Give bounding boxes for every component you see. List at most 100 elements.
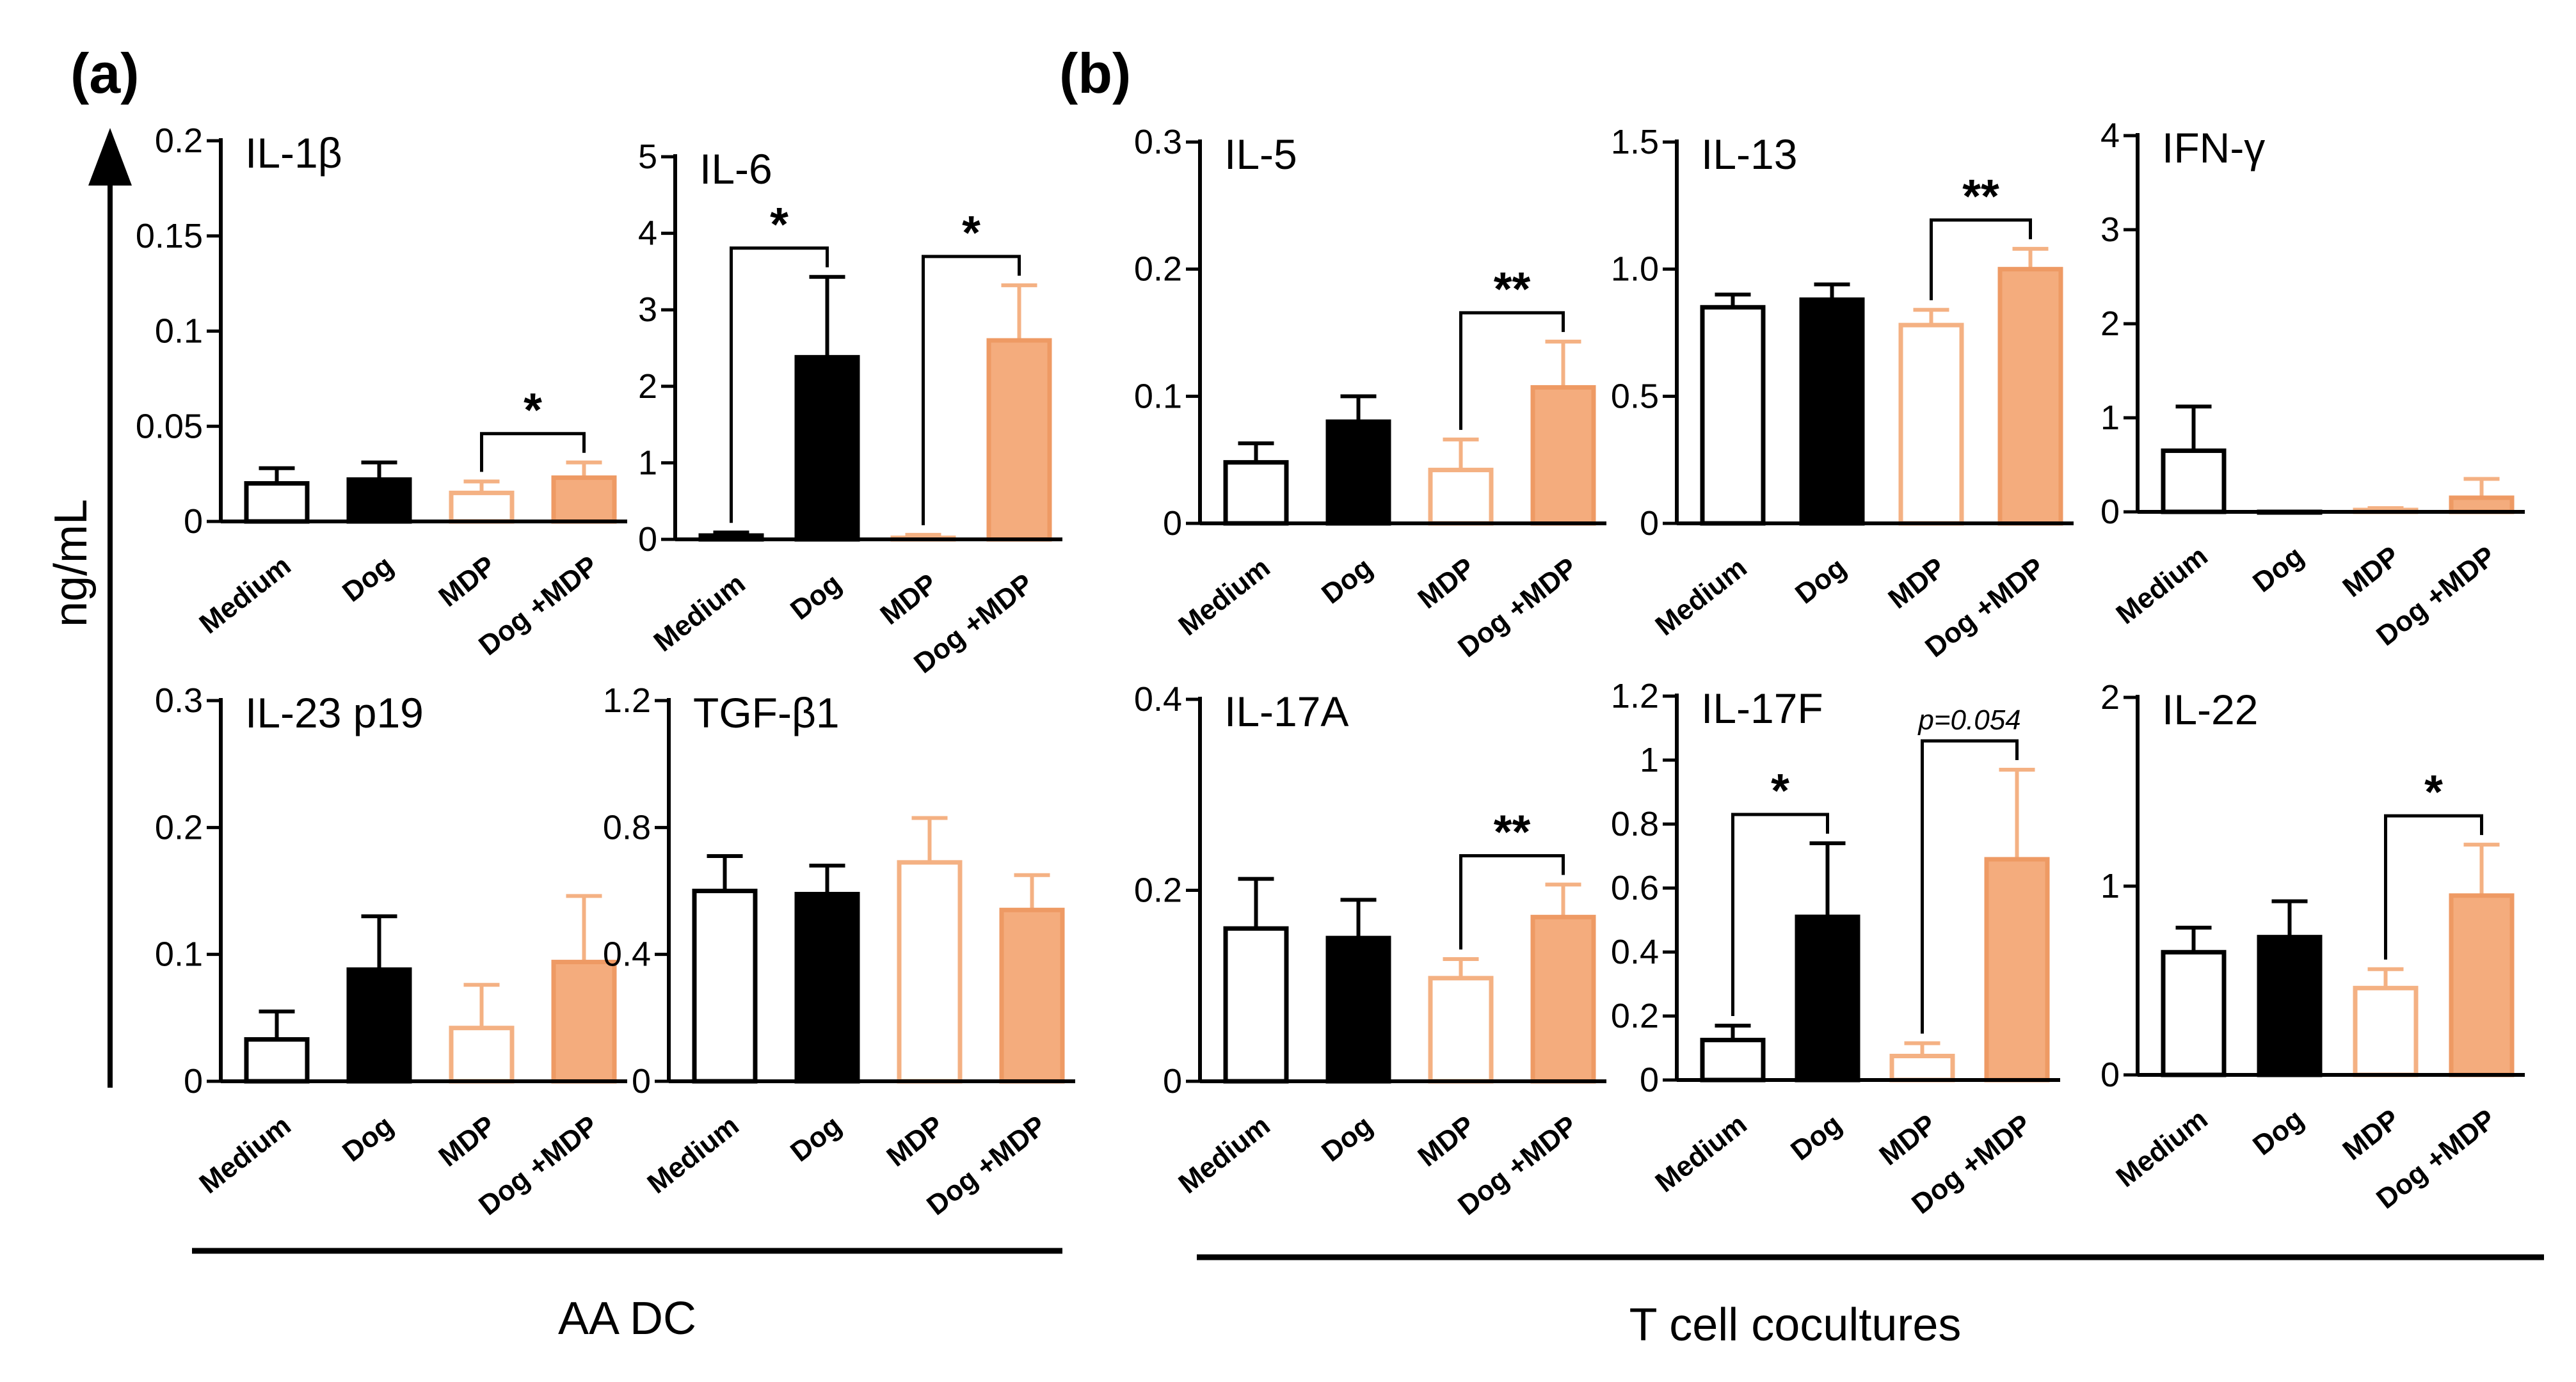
bar-medium (244, 481, 310, 524)
significance-bracket (1930, 218, 2032, 301)
y-tick-label: 4 (638, 214, 657, 253)
bar-mdp (1898, 322, 1964, 526)
y-tick-label: 4 (2100, 116, 2120, 155)
category-label: MDP (874, 568, 943, 631)
y-tick-label: 0.6 (1611, 869, 1659, 907)
bar-dog (1325, 935, 1391, 1084)
significance-bracket (730, 246, 829, 523)
y-tick-label: 1 (1640, 741, 1659, 779)
y-tick-label: 1.2 (1611, 677, 1659, 715)
bar-medium (1700, 1038, 1766, 1083)
chart-title: IL-6 (700, 145, 772, 193)
category-label: Medium (641, 1109, 744, 1200)
group-a-label: AA DC (558, 1293, 696, 1344)
category-label: Medium (1649, 1108, 1752, 1198)
bar-medium (692, 889, 758, 1084)
chart-title: TGF-β1 (693, 689, 840, 736)
y-tick-label: 0 (184, 1062, 203, 1100)
category-label: MDP (1882, 552, 1951, 615)
category-label: Medium (193, 550, 296, 640)
bar-dog (1799, 297, 1865, 526)
bar-mdp (897, 860, 963, 1084)
significance-label: ** (1494, 262, 1531, 315)
significance-bracket (480, 432, 586, 472)
significance-bracket (2384, 814, 2483, 960)
y-tick-label: 0 (1163, 504, 1182, 543)
y-tick-label: 1 (638, 443, 657, 482)
bar-medium (2161, 448, 2227, 514)
y-tick-label: 0.2 (1134, 250, 1182, 289)
y-tick-label: 0 (632, 1062, 651, 1100)
chart-title: IL-23 p19 (245, 689, 424, 736)
bar-mdp (449, 490, 515, 524)
bar-mdp (1428, 468, 1494, 526)
y-tick-label: 0.5 (1611, 377, 1659, 415)
category-label: MDP (2337, 540, 2405, 603)
bar-dog (1795, 914, 1860, 1083)
y-tick-label: 0.4 (1134, 680, 1182, 719)
y-tick-label: 0.4 (603, 935, 651, 974)
bar-mdp (1428, 976, 1494, 1084)
y-tick-label: 0.1 (155, 312, 203, 351)
y-tick-label: 0.15 (136, 217, 203, 255)
bar-dog (794, 354, 860, 542)
bar-dog-mdp (1530, 385, 1596, 526)
significance-bracket (1731, 813, 1829, 1016)
category-label: MDP (433, 1109, 501, 1173)
bar-dog (1325, 419, 1391, 526)
significance-label: * (770, 198, 788, 251)
y-tick-label: 0 (1640, 504, 1659, 543)
y-tick-label: 3 (2100, 210, 2120, 249)
category-label: MDP (433, 550, 501, 613)
bar-mdp (2353, 985, 2419, 1077)
category-label: MDP (1412, 1109, 1480, 1173)
bar-dog-mdp (2449, 893, 2515, 1077)
significance-bracket (1921, 739, 2019, 1034)
bar-dog-mdp (1984, 857, 2050, 1083)
category-label: Dog (337, 1109, 399, 1168)
y-tick-label: 0 (2100, 1056, 2120, 1094)
bar-dog (346, 477, 412, 524)
category-label: Dog (2247, 1103, 2310, 1161)
category-label: Dog (2247, 540, 2310, 598)
y-tick-label: 0.05 (136, 407, 203, 445)
y-tick-label: 0 (1640, 1061, 1659, 1099)
category-label: Dog (1789, 552, 1852, 610)
significance-label: * (1771, 764, 1789, 817)
category-label: Dog (785, 1109, 847, 1168)
category-label: Dog (1316, 1109, 1379, 1168)
category-label: Medium (648, 568, 751, 658)
bar-mdp (449, 1026, 515, 1084)
category-label: MDP (1412, 552, 1480, 615)
chart-title: IL-17F (1701, 685, 1823, 732)
bar-medium (2161, 949, 2227, 1077)
bar-medium (1223, 460, 1289, 526)
y-tick-label: 0.2 (1611, 997, 1659, 1035)
category-label: Dog (337, 550, 399, 608)
y-tick-label: 1 (2100, 399, 2120, 437)
bar-dog (2257, 935, 2323, 1077)
significance-bracket (1459, 854, 1565, 949)
y-tick-label: 2 (2100, 678, 2120, 717)
y-tick-label: 5 (638, 138, 657, 176)
category-label: Medium (193, 1109, 296, 1200)
category-label: MDP (1873, 1108, 1942, 1172)
panel-b-label: (b) (1059, 42, 1131, 105)
bar-dog-mdp (999, 907, 1065, 1084)
category-label: Dog (785, 568, 847, 626)
y-tick-label: 0.1 (1134, 377, 1182, 415)
chart-title: IFN-γ (2162, 124, 2265, 171)
bar-dog (346, 967, 412, 1084)
bar-dog-mdp (1997, 267, 2063, 526)
y-tick-label: 0.2 (1134, 871, 1182, 910)
category-label: Medium (1649, 552, 1752, 642)
bar-dog-mdp (551, 475, 617, 524)
y-axis-arrow-head (88, 128, 132, 186)
category-label: Medium (1172, 1109, 1276, 1200)
